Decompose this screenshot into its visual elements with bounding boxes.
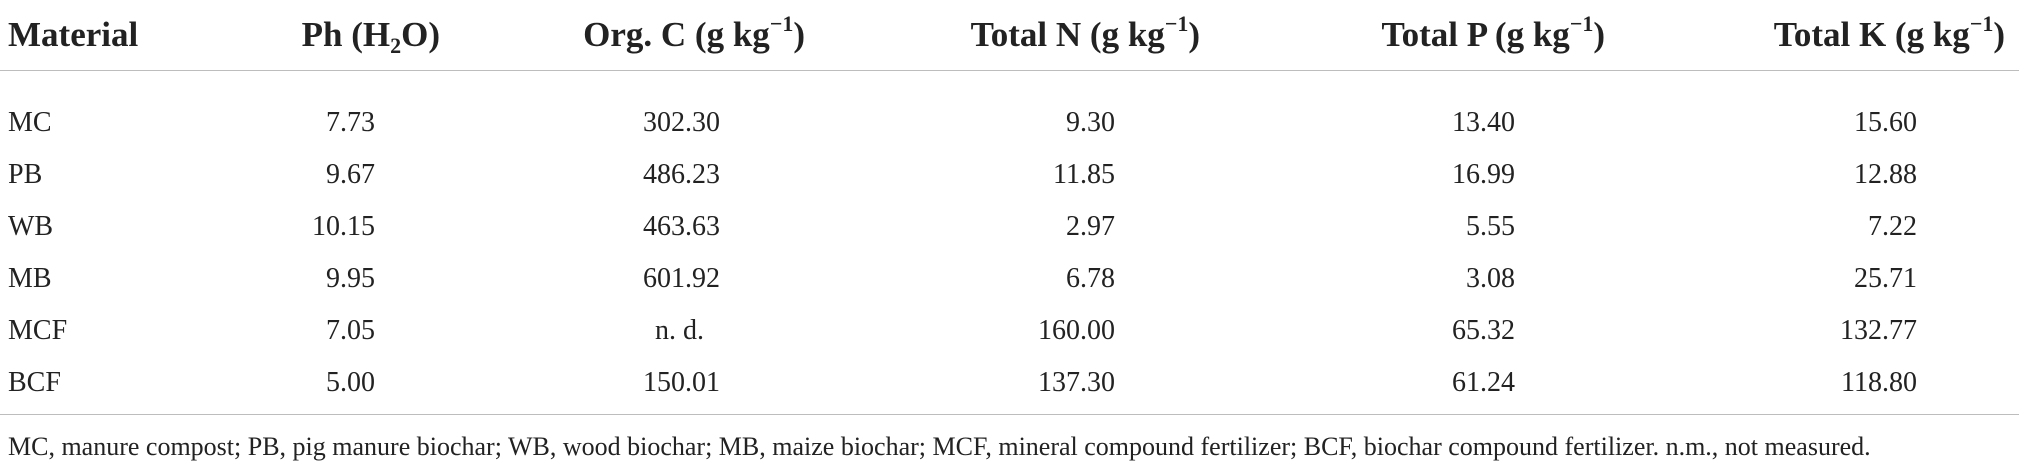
cell-ph: 9.95 <box>326 263 375 294</box>
cell-total-n: 6.78 <box>1066 263 1115 294</box>
header-material: Material <box>0 0 250 71</box>
cell-total-k: 12.88 <box>1854 159 1917 190</box>
table-row: BCF 5.00 150.01 137.30 61.24 118.80 <box>0 357 2019 423</box>
cell-material: PB <box>8 159 43 190</box>
cell-total-p: 5.55 <box>1466 211 1515 242</box>
table-header-row: Material Ph (H2O) Org. C (g kg−1) Total … <box>0 0 2019 71</box>
cell-org-c: 302.30 <box>643 107 720 138</box>
cell-org-c: 601.92 <box>643 263 720 294</box>
table-row: MCF 7.05 n. d. 160.00 65.32 132.77 <box>0 305 2019 357</box>
properties-table: Material Ph (H2O) Org. C (g kg−1) Total … <box>0 0 2019 423</box>
cell-ph: 9.67 <box>326 159 375 190</box>
cell-total-p: 13.40 <box>1452 107 1515 138</box>
cell-total-k: 25.71 <box>1854 263 1917 294</box>
properties-table-container: Material Ph (H2O) Org. C (g kg−1) Total … <box>0 0 2019 423</box>
cell-material: MC <box>8 107 52 138</box>
header-total-p: Total P (g kg−1) <box>1200 0 1605 71</box>
table-row: MB 9.95 601.92 6.78 3.08 25.71 <box>0 253 2019 305</box>
table-footnote: MC, manure compost; PB, pig manure bioch… <box>8 432 1871 461</box>
cell-total-k: 132.77 <box>1840 315 1917 346</box>
cell-total-n: 160.00 <box>1038 315 1115 346</box>
cell-total-n: 137.30 <box>1038 367 1115 398</box>
cell-total-p: 65.32 <box>1452 315 1515 346</box>
cell-total-p: 3.08 <box>1466 263 1515 294</box>
cell-org-c: 486.23 <box>643 159 720 190</box>
cell-total-p: 61.24 <box>1452 367 1515 398</box>
header-total-n: Total N (g kg−1) <box>805 0 1200 71</box>
cell-total-p: 16.99 <box>1452 159 1515 190</box>
cell-org-c: 150.01 <box>643 367 720 398</box>
cell-total-k: 118.80 <box>1841 367 1917 398</box>
cell-org-c: 463.63 <box>643 211 720 242</box>
cell-ph: 5.00 <box>326 367 375 398</box>
cell-material: WB <box>8 211 54 242</box>
cell-total-n: 2.97 <box>1066 211 1115 242</box>
cell-ph: 7.05 <box>326 315 375 346</box>
cell-material: MB <box>8 263 52 294</box>
table-row: MC 7.73 302.30 9.30 13.40 15.60 <box>0 71 2019 150</box>
cell-org-c: n. d. <box>655 315 704 346</box>
cell-material: MCF <box>8 315 68 346</box>
table-row: WB 10.15 463.63 2.97 5.55 7.22 <box>0 201 2019 253</box>
table-row: PB 9.67 486.23 11.85 16.99 12.88 <box>0 149 2019 201</box>
header-ph: Ph (H2O) <box>250 0 440 71</box>
cell-total-n: 9.30 <box>1066 107 1115 138</box>
cell-total-k: 7.22 <box>1868 211 1917 242</box>
cell-ph: 7.73 <box>326 107 375 138</box>
footnote-divider <box>0 414 2019 415</box>
header-total-k: Total K (g kg−1) <box>1605 0 2019 71</box>
cell-total-k: 15.60 <box>1854 107 1917 138</box>
cell-material: BCF <box>8 367 61 398</box>
cell-total-n: 11.85 <box>1053 159 1115 190</box>
cell-ph: 10.15 <box>312 211 375 242</box>
header-org-c: Org. C (g kg−1) <box>440 0 805 71</box>
